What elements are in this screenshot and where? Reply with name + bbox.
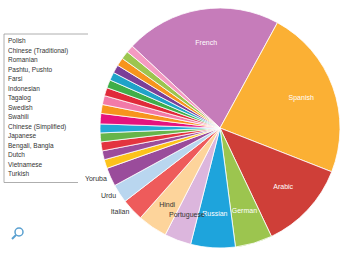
svg-text:Swedish: Swedish — [8, 104, 33, 111]
svg-text:Romanian: Romanian — [8, 56, 38, 63]
svg-text:French: French — [195, 39, 217, 46]
svg-text:Japanese: Japanese — [8, 132, 37, 140]
svg-text:Turkish: Turkish — [8, 170, 29, 177]
svg-text:Polish: Polish — [8, 37, 26, 44]
svg-text:Pashtu, Pushto: Pashtu, Pushto — [8, 66, 52, 73]
svg-text:Swahili: Swahili — [8, 113, 29, 120]
svg-text:Spanish: Spanish — [289, 94, 314, 102]
svg-text:Farsi: Farsi — [8, 75, 22, 82]
svg-text:Dutch: Dutch — [8, 151, 25, 158]
svg-text:Arabic: Arabic — [273, 183, 293, 190]
svg-text:Italian: Italian — [111, 208, 130, 215]
svg-text:Bengali, Bangla: Bengali, Bangla — [8, 142, 54, 150]
svg-text:Portuguese: Portuguese — [169, 211, 205, 219]
svg-text:German: German — [232, 207, 257, 214]
svg-text:Indonesian: Indonesian — [8, 85, 40, 92]
svg-text:Vietnamese: Vietnamese — [8, 161, 43, 168]
svg-text:Urdu: Urdu — [101, 192, 116, 199]
svg-text:Yoruba: Yoruba — [85, 175, 107, 182]
svg-text:Chinese (Traditional): Chinese (Traditional) — [8, 47, 68, 55]
svg-text:Hindi: Hindi — [159, 201, 175, 208]
svg-text:Russian: Russian — [202, 210, 227, 217]
svg-text:Chinese (Simplified): Chinese (Simplified) — [8, 123, 66, 131]
svg-text:Tagalog: Tagalog — [8, 94, 31, 102]
